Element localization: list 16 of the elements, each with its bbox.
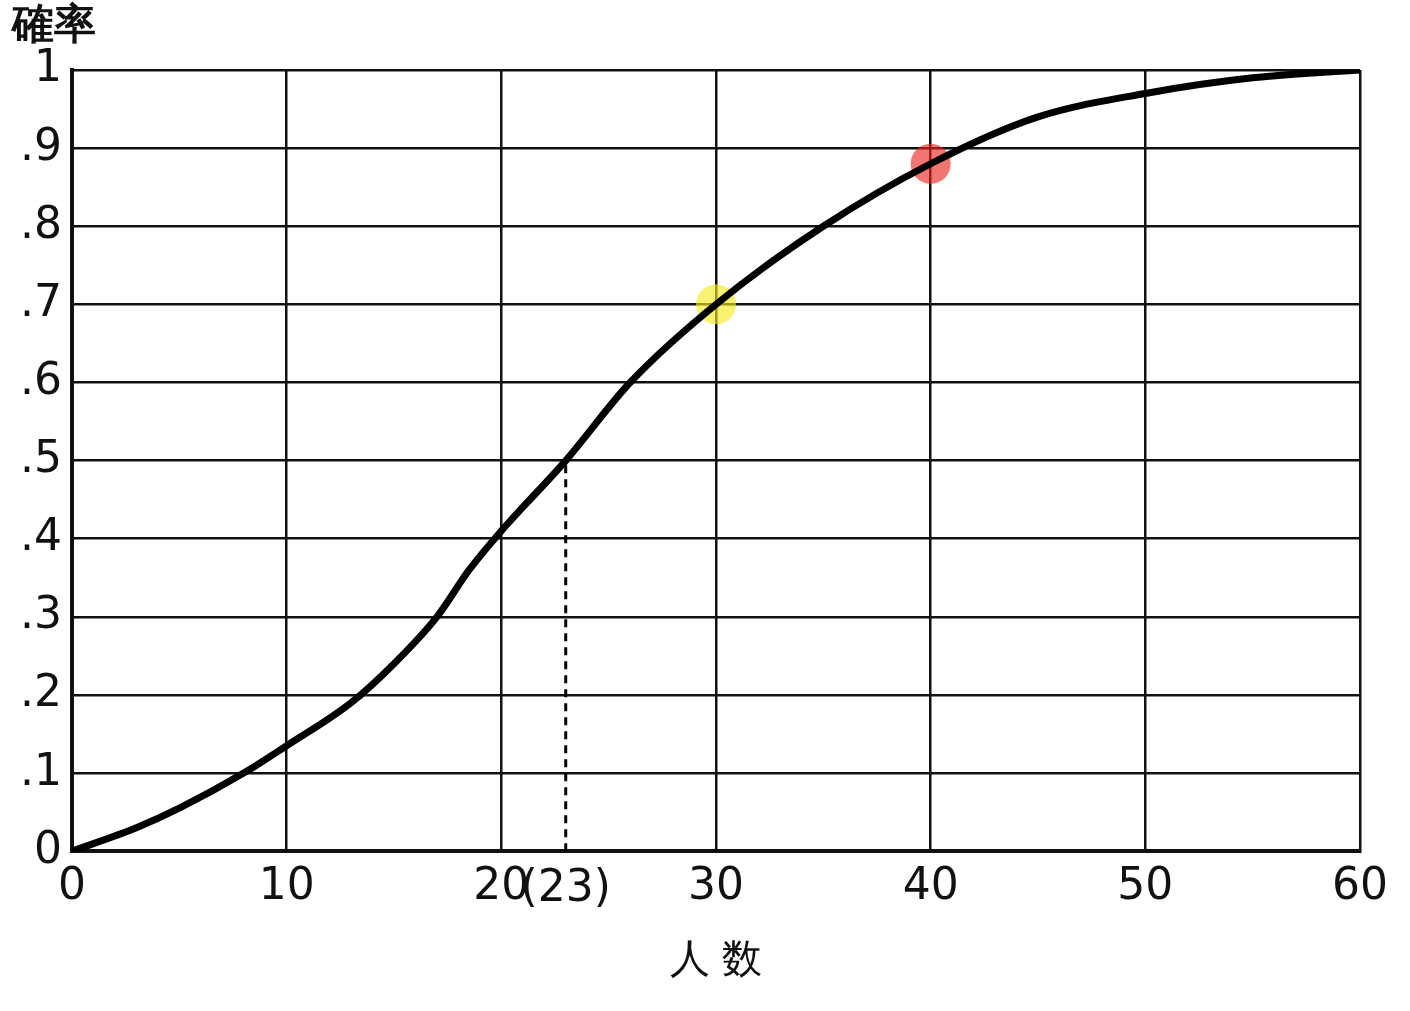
y-tick-label: .3 [20, 587, 62, 639]
x-tick-label: 60 [1332, 858, 1388, 910]
y-tick-label: 0 [33, 821, 62, 873]
x-tick-label: 30 [687, 858, 744, 910]
y-tick-label: .2 [20, 665, 62, 717]
y-tick-label: .4 [20, 509, 62, 561]
x-tick-label: 40 [902, 858, 959, 910]
y-tick-label: .8 [20, 196, 62, 248]
x-axis-title: 人 数 [669, 935, 763, 982]
y-tick-label: .1 [20, 743, 62, 795]
y-tick-label: .9 [20, 118, 62, 170]
y-tick-label: .6 [20, 352, 62, 404]
x-tick-label: 10 [258, 858, 315, 910]
y-tick-label: .7 [20, 274, 62, 326]
y-tick-label: .5 [20, 431, 62, 483]
x-tick-label: 50 [1117, 858, 1174, 910]
